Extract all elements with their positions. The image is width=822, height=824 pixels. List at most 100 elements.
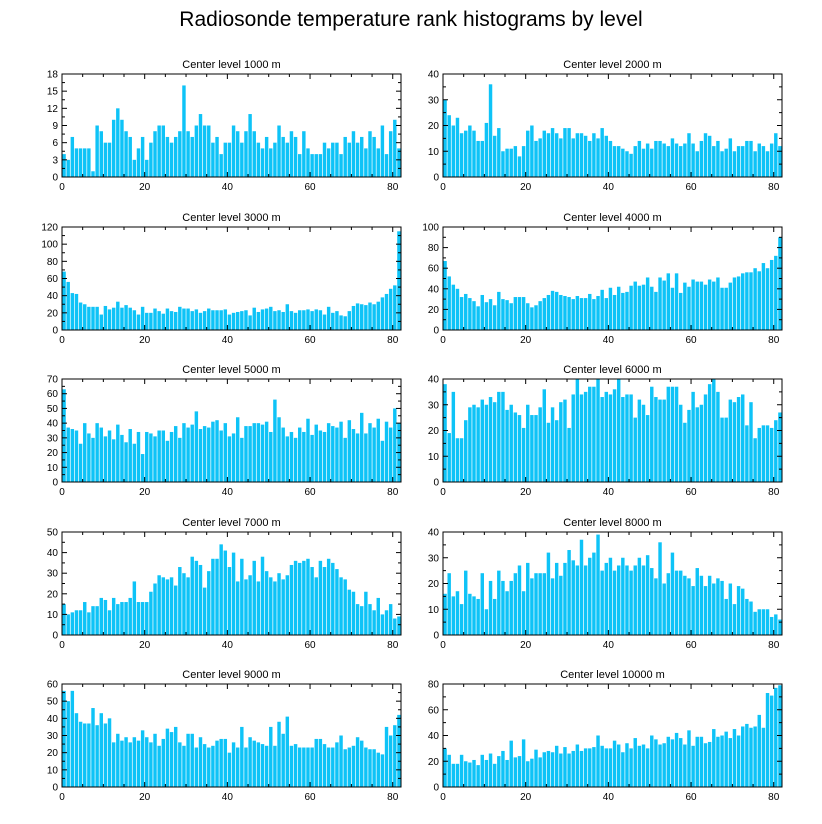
bar [674, 570, 679, 635]
bar [604, 748, 609, 787]
bar [219, 544, 223, 635]
bar [248, 737, 252, 787]
bar [745, 598, 749, 635]
bar [66, 701, 70, 787]
bar [563, 562, 567, 635]
bar [128, 136, 132, 177]
bar [720, 417, 724, 482]
bar [364, 433, 368, 482]
bar [517, 415, 522, 482]
bar [157, 430, 161, 482]
bar [749, 727, 753, 787]
x-tick-label: 0 [440, 640, 446, 651]
bar [256, 742, 261, 787]
bar [240, 726, 244, 787]
bar [645, 143, 650, 177]
bar [513, 412, 518, 482]
bar [778, 237, 782, 330]
bar [190, 733, 194, 787]
bar [107, 309, 112, 330]
bar [683, 744, 687, 787]
bar [107, 142, 112, 177]
bar [87, 306, 91, 330]
bar [190, 136, 194, 177]
x-tick-label: 0 [59, 487, 65, 498]
bar [215, 420, 219, 482]
bar [285, 304, 290, 330]
bar [293, 312, 298, 330]
y-tick-label: 60 [47, 389, 59, 400]
bar [326, 148, 331, 177]
bar [641, 148, 646, 177]
bar [608, 287, 613, 330]
bar [542, 130, 547, 177]
bar [248, 426, 252, 482]
bar [716, 277, 720, 330]
bar [732, 277, 737, 330]
bar [99, 427, 103, 482]
y-tick-label: 30 [428, 400, 440, 411]
bar [91, 437, 95, 482]
bar [616, 565, 621, 635]
bar [695, 281, 699, 330]
bar [732, 604, 737, 635]
bar [178, 437, 182, 482]
bar [256, 142, 261, 177]
bar [616, 744, 621, 787]
bar [393, 408, 397, 482]
bar [145, 737, 149, 787]
bar [596, 534, 600, 635]
bar [83, 602, 87, 635]
bar [384, 293, 389, 330]
bar [314, 424, 318, 482]
bar [699, 140, 704, 177]
bar [703, 133, 708, 177]
chart-panel-10: Center level 10000 m 0 20 40 60 80 0 20 40 60 80 [428, 669, 783, 803]
bar [318, 430, 323, 482]
bar [331, 747, 335, 787]
bar [277, 310, 281, 330]
bar [70, 429, 75, 482]
bar [670, 287, 675, 330]
y-tick-label: 40 [47, 548, 59, 559]
bar [260, 556, 265, 635]
x-tick-label: 80 [768, 335, 780, 346]
bar [629, 570, 633, 635]
y-tick-label: 30 [47, 433, 59, 444]
bar [132, 737, 137, 787]
bar [302, 747, 306, 787]
bar [297, 747, 302, 787]
bar [534, 140, 538, 177]
bar [318, 310, 323, 330]
bar [91, 306, 95, 330]
bar [666, 146, 671, 177]
bar [161, 125, 166, 177]
bar [384, 610, 389, 635]
bar [559, 294, 563, 330]
bar [455, 288, 460, 330]
bar [169, 577, 174, 635]
bar [596, 296, 600, 330]
bar [666, 736, 671, 787]
bar [753, 438, 757, 482]
bar [103, 436, 108, 482]
bar [695, 407, 699, 482]
bar [575, 379, 580, 482]
bar [745, 723, 749, 787]
y-tick-label: 60 [47, 680, 59, 691]
bar [741, 726, 745, 787]
bar [70, 136, 75, 177]
bar [509, 580, 513, 635]
x-tick-label: 0 [440, 792, 446, 803]
bar [384, 421, 389, 482]
bar [625, 291, 629, 330]
bar [273, 311, 277, 330]
bar [592, 747, 596, 787]
bar [87, 612, 91, 635]
bar [62, 154, 66, 177]
bar [277, 573, 281, 635]
panel-title: Center level 7000 m [182, 517, 280, 529]
bar [724, 148, 728, 177]
bar [153, 436, 157, 482]
x-tick-label: 20 [520, 792, 532, 803]
